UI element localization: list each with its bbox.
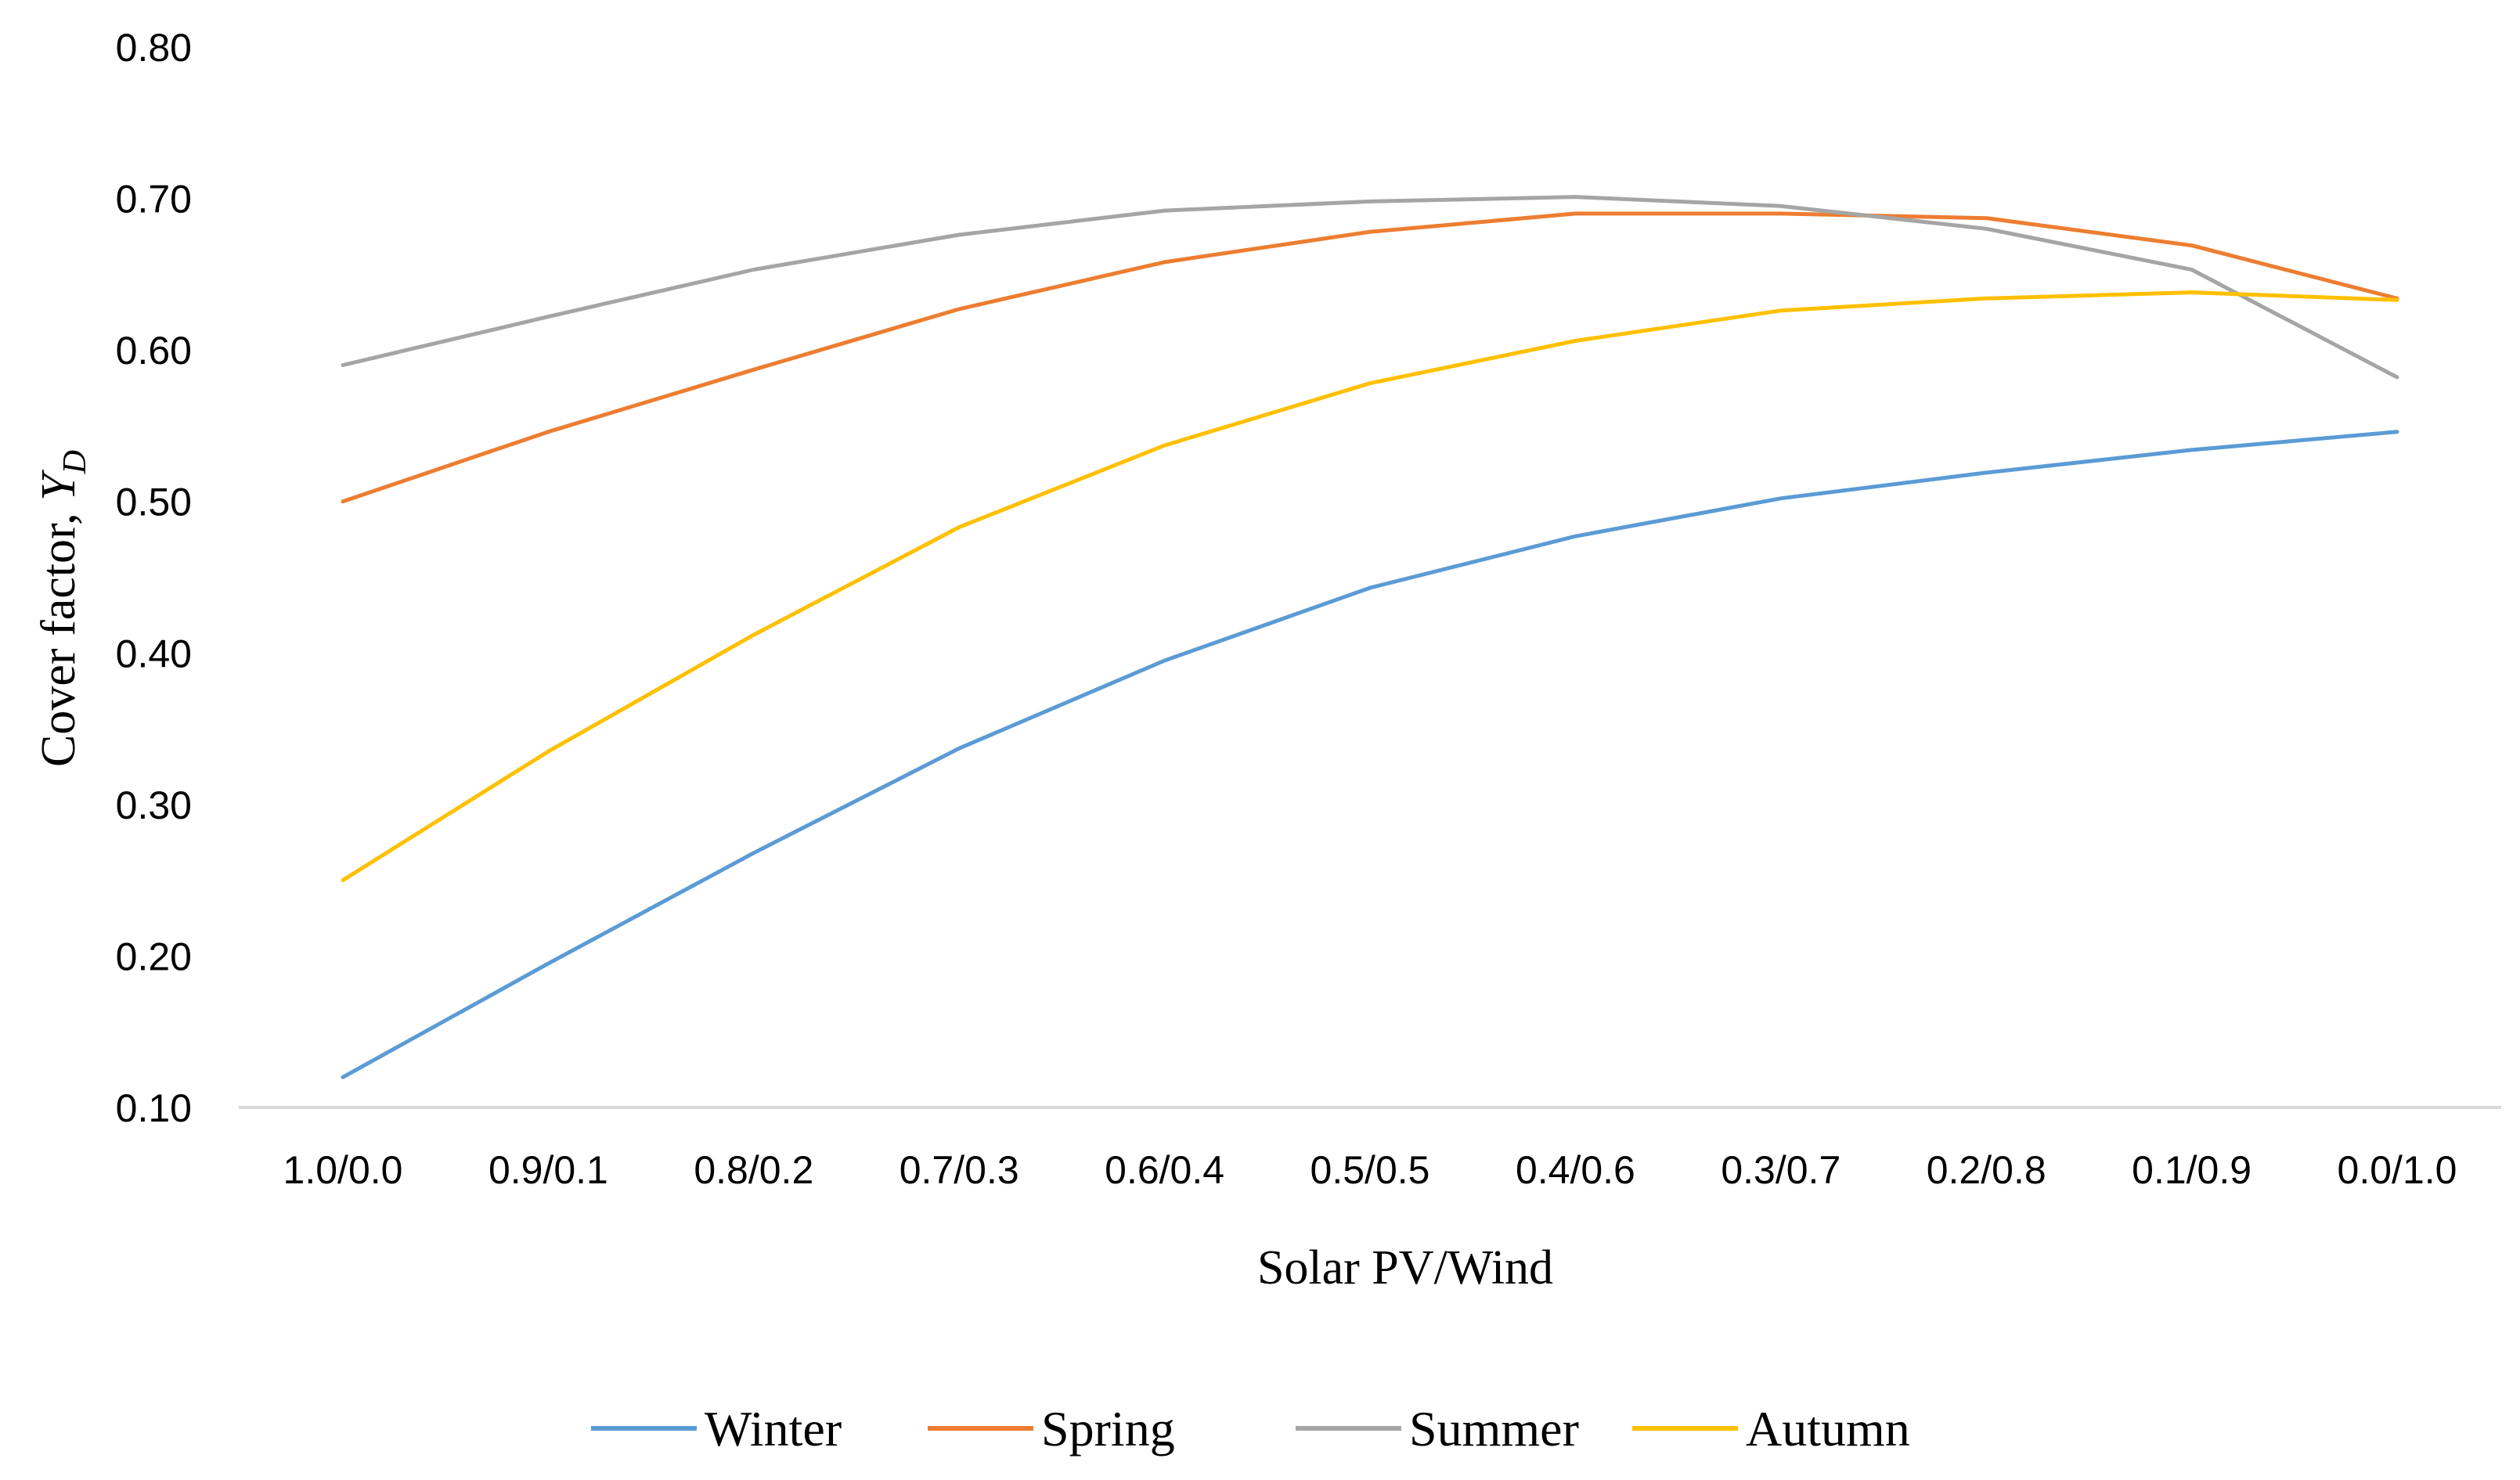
- series-line-autumn: [341, 290, 2399, 883]
- legend-label-summer: Summer: [1409, 1401, 1579, 1457]
- x-tick-label: 0.4/0.6: [1516, 1148, 1635, 1192]
- y-tick-label: 0.10: [116, 1086, 192, 1130]
- x-tick-label: 1.0/0.0: [283, 1148, 403, 1192]
- legend-label-winter: Winter: [705, 1401, 842, 1457]
- y-tick-label: 0.30: [116, 783, 192, 827]
- y-axis-title-text: Cover factor,: [32, 501, 85, 767]
- y-axis-ticks: 0.10 0.20 0.30 0.40 0.50 0.60 0.70 0.80: [116, 26, 192, 1130]
- y-tick-label: 0.40: [116, 632, 192, 675]
- x-tick-label: 0.8/0.2: [694, 1148, 813, 1192]
- series-lines: [341, 195, 2399, 1079]
- legend: Winter Spring Summer Autumn: [591, 1401, 1910, 1457]
- y-tick-label: 0.50: [116, 481, 192, 524]
- x-tick-label: 0.9/0.1: [488, 1148, 608, 1192]
- x-tick-label: 0.2/0.8: [1927, 1148, 2046, 1192]
- legend-label-spring: Spring: [1041, 1401, 1175, 1457]
- x-tick-label: 0.1/0.9: [2132, 1148, 2251, 1192]
- series-line-summer: [341, 195, 2399, 380]
- legend-label-autumn: Autumn: [1746, 1401, 1910, 1457]
- y-tick-label: 0.20: [116, 934, 192, 978]
- series-line-winter: [341, 430, 2399, 1079]
- x-tick-label: 0.0/1.0: [2338, 1148, 2457, 1192]
- y-tick-label: 0.70: [116, 178, 192, 221]
- x-axis-ticks: 1.0/0.0 0.9/0.1 0.8/0.2 0.7/0.3 0.6/0.4 0.5/0…: [283, 1148, 2457, 1192]
- y-axis-title-symbol: Y: [32, 470, 85, 501]
- x-axis-title: Solar PV/Wind: [1257, 1241, 1553, 1295]
- series-line-spring: [341, 211, 2399, 504]
- x-tick-label: 0.7/0.3: [899, 1148, 1019, 1192]
- y-tick-label: 0.80: [116, 26, 192, 70]
- y-axis-title: Cover factor, YD: [32, 450, 93, 767]
- x-tick-label: 0.5/0.5: [1310, 1148, 1430, 1192]
- y-tick-label: 0.60: [116, 329, 192, 373]
- y-axis-title-subscript: D: [57, 450, 93, 474]
- x-tick-label: 0.6/0.4: [1105, 1148, 1224, 1192]
- x-tick-label: 0.3/0.7: [1721, 1148, 1840, 1192]
